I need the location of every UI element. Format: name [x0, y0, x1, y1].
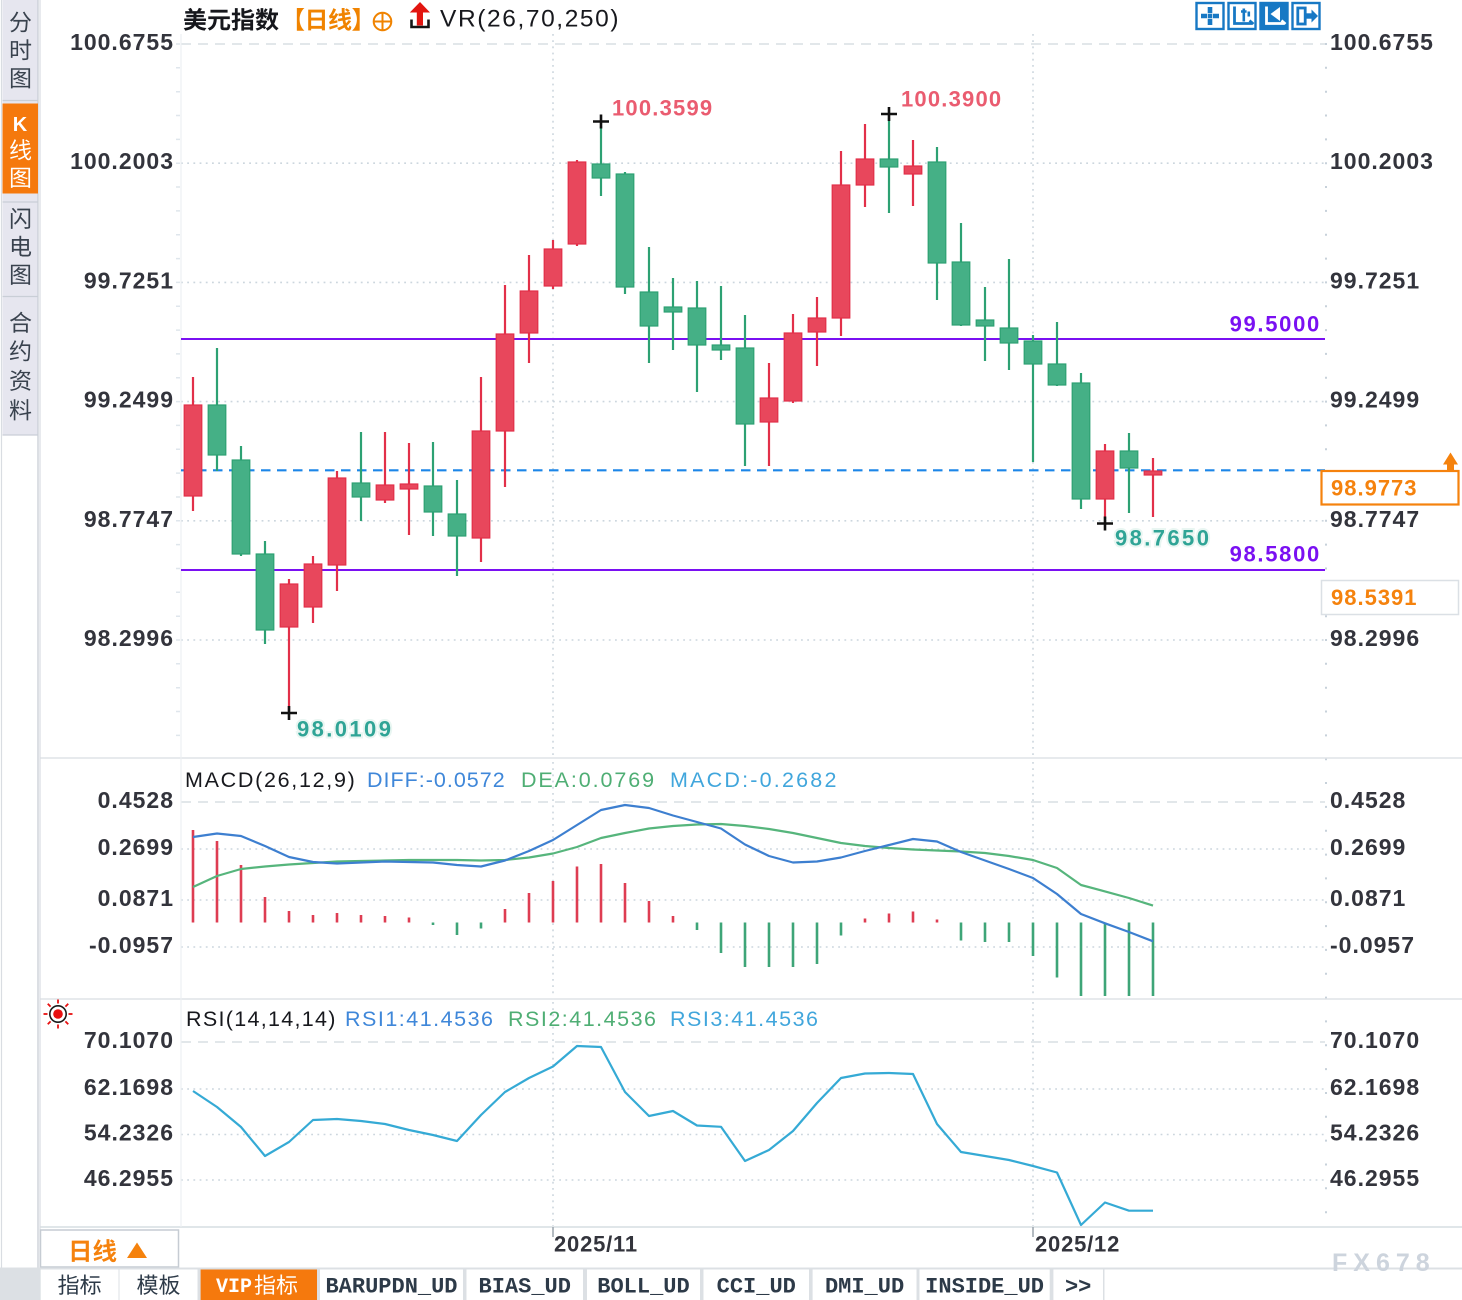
- svg-text:0.4528: 0.4528: [1330, 787, 1406, 813]
- svg-text:99.5000: 99.5000: [1230, 312, 1321, 337]
- svg-text:98.2996: 98.2996: [1330, 625, 1420, 651]
- svg-text:54.2326: 54.2326: [84, 1120, 174, 1146]
- svg-text:46.2955: 46.2955: [1330, 1165, 1420, 1191]
- svg-text:100.2003: 100.2003: [70, 148, 174, 174]
- svg-text:INSIDE_UD: INSIDE_UD: [925, 1275, 1044, 1300]
- svg-text:100.2003: 100.2003: [1330, 148, 1434, 174]
- svg-text:2025/12: 2025/12: [1035, 1232, 1120, 1257]
- svg-text:VIP: VIP: [216, 1276, 252, 1299]
- svg-text:98.9773: 98.9773: [1331, 476, 1418, 501]
- svg-text:2025/11: 2025/11: [554, 1232, 638, 1257]
- svg-text:98.5391: 98.5391: [1331, 585, 1418, 610]
- svg-text:46.2955: 46.2955: [84, 1165, 174, 1191]
- svg-text:100.3900: 100.3900: [901, 87, 1002, 112]
- svg-text:-0.0957: -0.0957: [89, 932, 174, 958]
- svg-text:99.2499: 99.2499: [84, 387, 174, 413]
- svg-text:100.3599: 100.3599: [612, 96, 713, 121]
- svg-text:MACD:-0.2682: MACD:-0.2682: [670, 768, 839, 792]
- svg-text:98.7650: 98.7650: [1115, 526, 1211, 551]
- svg-text:RSI1:41.4536: RSI1:41.4536: [345, 1007, 495, 1031]
- svg-text:DIFF:-0.0572: DIFF:-0.0572: [367, 768, 506, 792]
- svg-text:>>: >>: [1065, 1275, 1091, 1300]
- svg-text:MACD(26,12,9): MACD(26,12,9): [185, 768, 356, 792]
- svg-text:RSI2:41.4536: RSI2:41.4536: [508, 1007, 658, 1031]
- svg-text:0.4528: 0.4528: [98, 787, 174, 813]
- svg-text:99.7251: 99.7251: [84, 267, 174, 293]
- svg-text:DEA:0.0769: DEA:0.0769: [521, 768, 656, 792]
- svg-text:98.2996: 98.2996: [84, 625, 174, 651]
- svg-text:K: K: [13, 114, 28, 136]
- svg-text:62.1698: 62.1698: [1330, 1074, 1420, 1100]
- svg-text:100.6755: 100.6755: [70, 29, 174, 55]
- svg-text:DMI_UD: DMI_UD: [825, 1275, 904, 1300]
- svg-text:98.0109: 98.0109: [297, 717, 393, 742]
- svg-text:CCI_UD: CCI_UD: [717, 1275, 796, 1300]
- svg-text:RSI(14,14,14): RSI(14,14,14): [186, 1007, 337, 1031]
- svg-text:BARUPDN_UD: BARUPDN_UD: [325, 1275, 457, 1300]
- svg-text:99.2499: 99.2499: [1330, 387, 1420, 413]
- svg-text:99.7251: 99.7251: [1330, 267, 1420, 293]
- svg-text:0.2699: 0.2699: [98, 834, 174, 860]
- svg-text:RSI3:41.4536: RSI3:41.4536: [670, 1007, 820, 1031]
- svg-text:VR(26,70,250): VR(26,70,250): [440, 6, 620, 33]
- svg-text:98.5800: 98.5800: [1230, 542, 1321, 567]
- svg-text:0.2699: 0.2699: [1330, 834, 1406, 860]
- svg-text:54.2326: 54.2326: [1330, 1120, 1420, 1146]
- svg-text:98.7747: 98.7747: [84, 506, 174, 532]
- svg-text:100.6755: 100.6755: [1330, 29, 1434, 55]
- svg-text:0.0871: 0.0871: [1330, 885, 1406, 911]
- svg-text:70.1070: 70.1070: [84, 1027, 174, 1053]
- svg-text:BIAS_UD: BIAS_UD: [479, 1275, 571, 1300]
- svg-text:0.0871: 0.0871: [98, 885, 174, 911]
- svg-text:FX678: FX678: [1332, 1249, 1436, 1277]
- svg-text:-0.0957: -0.0957: [1330, 932, 1415, 958]
- svg-text:BOLL_UD: BOLL_UD: [597, 1275, 689, 1300]
- svg-text:62.1698: 62.1698: [84, 1074, 174, 1100]
- svg-text:70.1070: 70.1070: [1330, 1027, 1420, 1053]
- svg-text:98.7747: 98.7747: [1330, 506, 1420, 532]
